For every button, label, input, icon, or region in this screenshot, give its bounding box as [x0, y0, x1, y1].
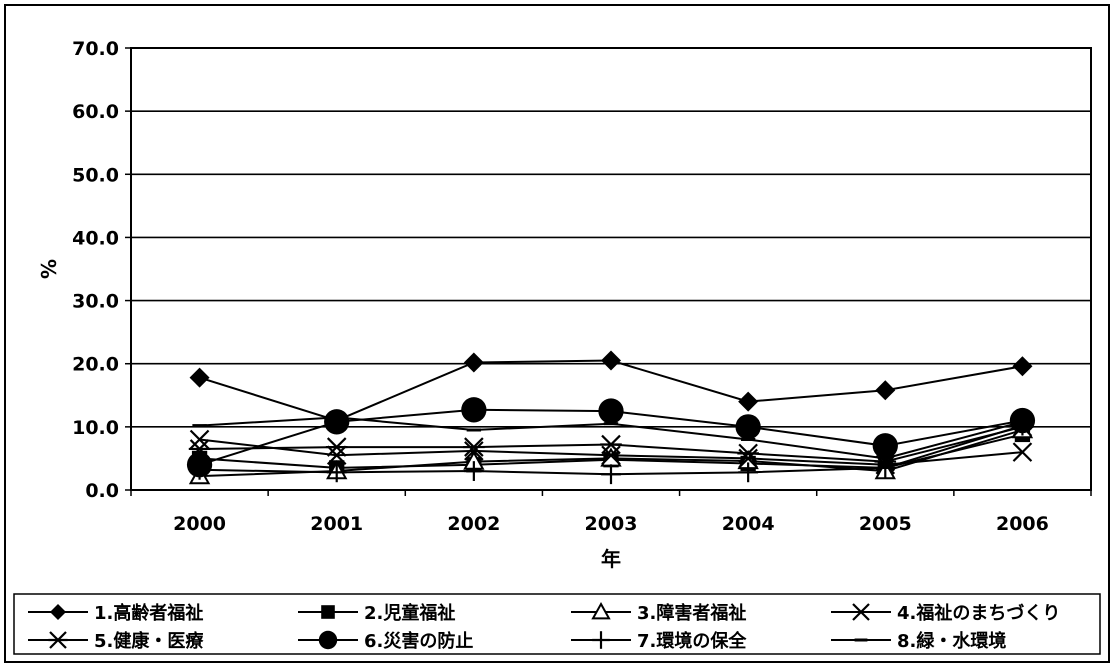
series-group: [186, 350, 1036, 485]
star-marker: [325, 437, 348, 457]
x-tick-label: 2004: [722, 513, 775, 535]
plus-marker: [601, 464, 621, 485]
diamond-marker: [50, 604, 66, 620]
legend-label: 1.高齢者福祉: [94, 602, 203, 624]
plus-marker: [189, 459, 210, 480]
circle-marker: [461, 397, 487, 423]
y-tick-label: 40.0: [72, 227, 119, 249]
y-tick-label: 20.0: [72, 354, 119, 376]
y-axis-title: %: [37, 259, 61, 279]
legend-box: [13, 593, 1101, 655]
diamond-marker: [601, 350, 621, 371]
legend-label: 3.障害者福祉: [637, 602, 746, 624]
diamond-marker: [1012, 356, 1033, 377]
plus-marker: [326, 462, 347, 483]
diamond-marker: [463, 352, 484, 373]
y-tick-label: 30.0: [72, 291, 119, 313]
diamond-marker: [875, 380, 896, 401]
x-marker: [189, 429, 210, 450]
plus-marker: [738, 462, 759, 483]
y-tick-label: 10.0: [72, 417, 119, 439]
legend: 1.高齢者福祉 2.児童福祉 3.障害者福祉 4.福祉のまちづくり 5.健康・医療 6.災…: [13, 593, 1101, 655]
y-tick-label: 70.0: [72, 38, 119, 60]
square-marker: [321, 605, 335, 619]
star-marker: [600, 434, 622, 455]
legend-label: 2.児童福祉: [364, 602, 455, 624]
y-tick-label: 60.0: [72, 101, 119, 123]
x-tick-label: 2003: [585, 513, 638, 535]
star-marker: [463, 437, 485, 457]
plus-marker: [463, 461, 484, 481]
plot-area-border: [130, 47, 1092, 491]
series-7: [189, 415, 1033, 485]
x-marker: [1012, 442, 1033, 462]
legend-item: 4.福祉のまちづくり: [831, 602, 1060, 624]
legend-item: 5.健康・医療: [28, 630, 204, 652]
y-tick-label: 50.0: [72, 164, 119, 186]
legend-label: 8.緑・水環境: [897, 630, 1006, 652]
diamond-marker: [738, 391, 759, 412]
x-axis-title: 年: [601, 547, 621, 571]
star-marker: [48, 631, 68, 649]
legend-label: 4.福祉のまちづくり: [897, 602, 1060, 624]
plus-marker: [592, 631, 610, 649]
diamond-marker: [189, 367, 210, 388]
star-marker: [737, 443, 759, 464]
legend-item: 2.児童福祉: [298, 602, 455, 624]
chart-frame: 0.0 10.0 20.0 30.0 40.0 50.0 60.0 70.0 2000 2001 2…: [4, 4, 1110, 663]
x-marker: [326, 445, 347, 466]
plus-marker: [875, 458, 896, 478]
legend-item: 6.災害の防止: [298, 630, 473, 652]
plus-marker: [1012, 415, 1033, 436]
circle-marker: [598, 398, 624, 424]
circle-marker: [318, 630, 338, 650]
x-tick-label: 2002: [447, 513, 500, 535]
triangle-marker: [591, 601, 611, 620]
x-tick-label: 2000: [173, 513, 226, 535]
legend-item: 3.障害者福祉: [571, 601, 746, 624]
axes: 0.0 10.0 20.0 30.0 40.0 50.0 60.0 70.0 2000 2001 2…: [72, 38, 1092, 535]
x-tick-label: 2005: [859, 513, 912, 535]
legend-item: 7.環境の保全: [571, 630, 747, 652]
legend-label: 7.環境の保全: [637, 630, 747, 652]
x-marker: [464, 441, 484, 461]
circle-marker: [872, 433, 898, 459]
legend-item: 1.高齢者福祉: [28, 602, 203, 624]
line-chart: 0.0 10.0 20.0 30.0 40.0 50.0 60.0 70.0 2000 2001 2…: [13, 38, 1101, 655]
series-8: [192, 415, 1030, 460]
legend-label: 6.災害の防止: [364, 630, 473, 652]
legend-item: 8.緑・水環境: [831, 630, 1006, 652]
x-tick-label: 2006: [996, 513, 1049, 535]
x-marker: [852, 603, 870, 621]
legend-label: 5.健康・医療: [94, 630, 204, 652]
x-tick-label: 2001: [310, 513, 363, 535]
circle-marker: [324, 409, 350, 435]
y-tick-label: 0.0: [85, 480, 119, 502]
circle-marker: [735, 414, 761, 440]
